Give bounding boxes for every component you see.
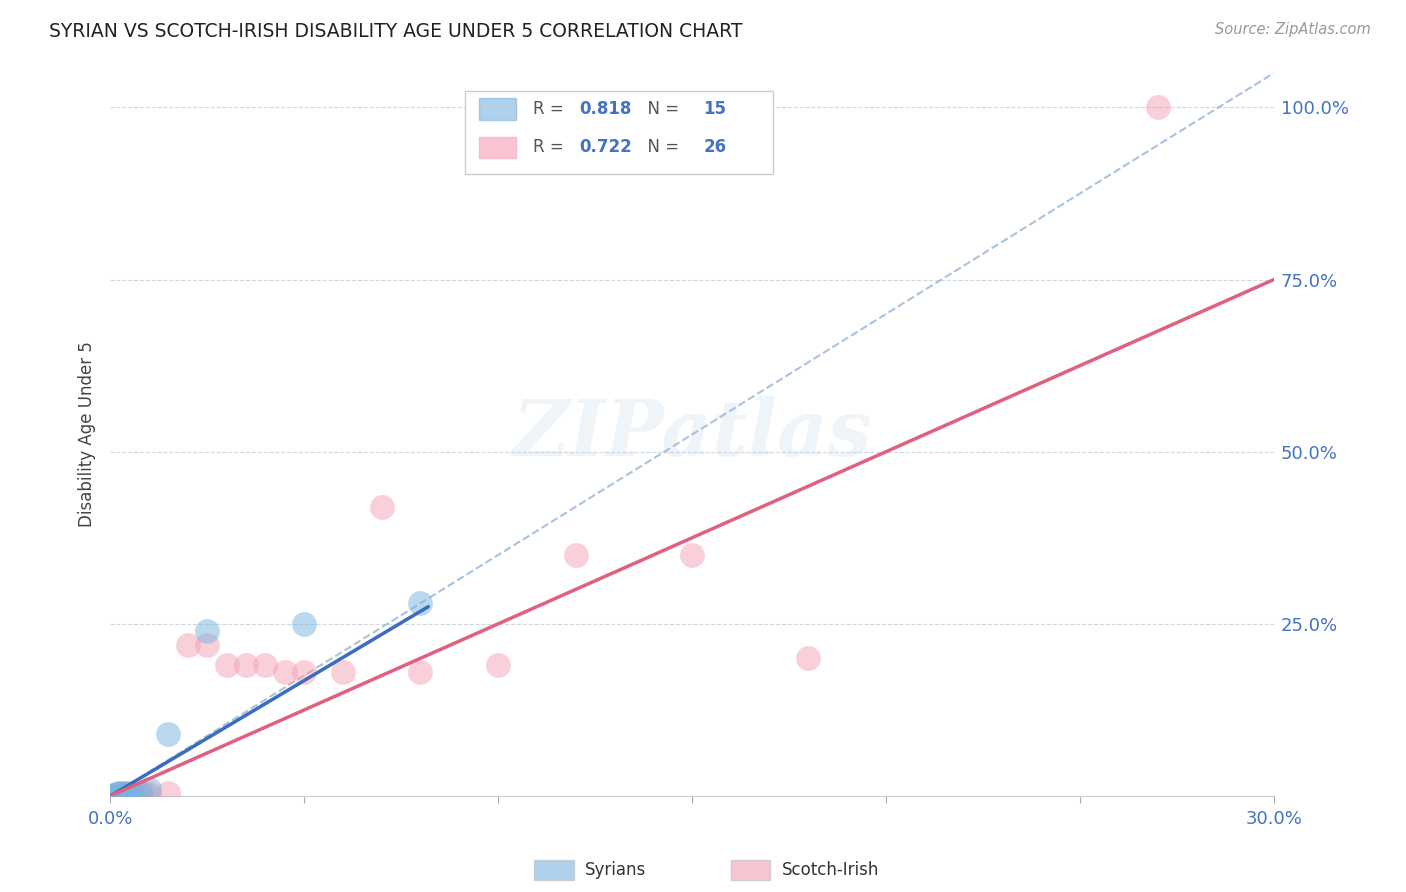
Y-axis label: Disability Age Under 5: Disability Age Under 5 xyxy=(79,342,96,527)
Point xyxy=(215,658,238,673)
Point xyxy=(332,665,354,679)
Point xyxy=(292,665,315,679)
Point xyxy=(111,787,134,801)
Point xyxy=(409,665,432,679)
Point xyxy=(157,727,180,741)
FancyBboxPatch shape xyxy=(465,91,773,174)
Point xyxy=(486,658,509,673)
Point xyxy=(564,548,586,562)
Text: 0.818: 0.818 xyxy=(579,100,631,118)
Point xyxy=(157,786,180,800)
Text: 0.722: 0.722 xyxy=(579,138,631,156)
Point xyxy=(114,786,136,800)
Text: N =: N = xyxy=(637,138,685,156)
Point xyxy=(118,786,141,800)
Text: Source: ZipAtlas.com: Source: ZipAtlas.com xyxy=(1215,22,1371,37)
Text: SYRIAN VS SCOTCH-IRISH DISABILITY AGE UNDER 5 CORRELATION CHART: SYRIAN VS SCOTCH-IRISH DISABILITY AGE UN… xyxy=(49,22,742,41)
Point xyxy=(114,787,136,801)
Point xyxy=(111,787,134,801)
Point xyxy=(103,788,125,802)
FancyBboxPatch shape xyxy=(479,136,516,158)
Point xyxy=(195,624,218,638)
Text: 15: 15 xyxy=(703,100,727,118)
Point xyxy=(118,787,141,801)
Point xyxy=(177,638,200,652)
Point xyxy=(1146,100,1168,114)
Point xyxy=(103,788,125,802)
Point xyxy=(134,787,156,801)
FancyBboxPatch shape xyxy=(479,98,516,120)
Text: Scotch-Irish: Scotch-Irish xyxy=(782,861,879,879)
Text: N =: N = xyxy=(637,100,685,118)
Point xyxy=(114,787,136,801)
Point xyxy=(370,500,392,514)
Text: 26: 26 xyxy=(703,138,727,156)
Point xyxy=(129,786,152,800)
Point xyxy=(274,665,297,679)
Point xyxy=(127,787,149,801)
Point xyxy=(797,651,820,665)
Point xyxy=(195,638,218,652)
Point xyxy=(235,658,257,673)
Point xyxy=(138,782,160,797)
Point xyxy=(138,787,160,801)
Text: R =: R = xyxy=(533,138,568,156)
Point xyxy=(107,787,129,801)
Text: ZIPatlas: ZIPatlas xyxy=(512,396,872,473)
Point xyxy=(409,596,432,610)
Point xyxy=(111,786,134,800)
Point xyxy=(122,787,145,801)
Point xyxy=(681,548,703,562)
Point xyxy=(122,787,145,801)
Text: R =: R = xyxy=(533,100,568,118)
Point xyxy=(254,658,277,673)
Point xyxy=(129,787,152,801)
Text: Syrians: Syrians xyxy=(585,861,647,879)
Point xyxy=(107,786,129,800)
Point xyxy=(107,787,129,801)
Point xyxy=(292,616,315,631)
